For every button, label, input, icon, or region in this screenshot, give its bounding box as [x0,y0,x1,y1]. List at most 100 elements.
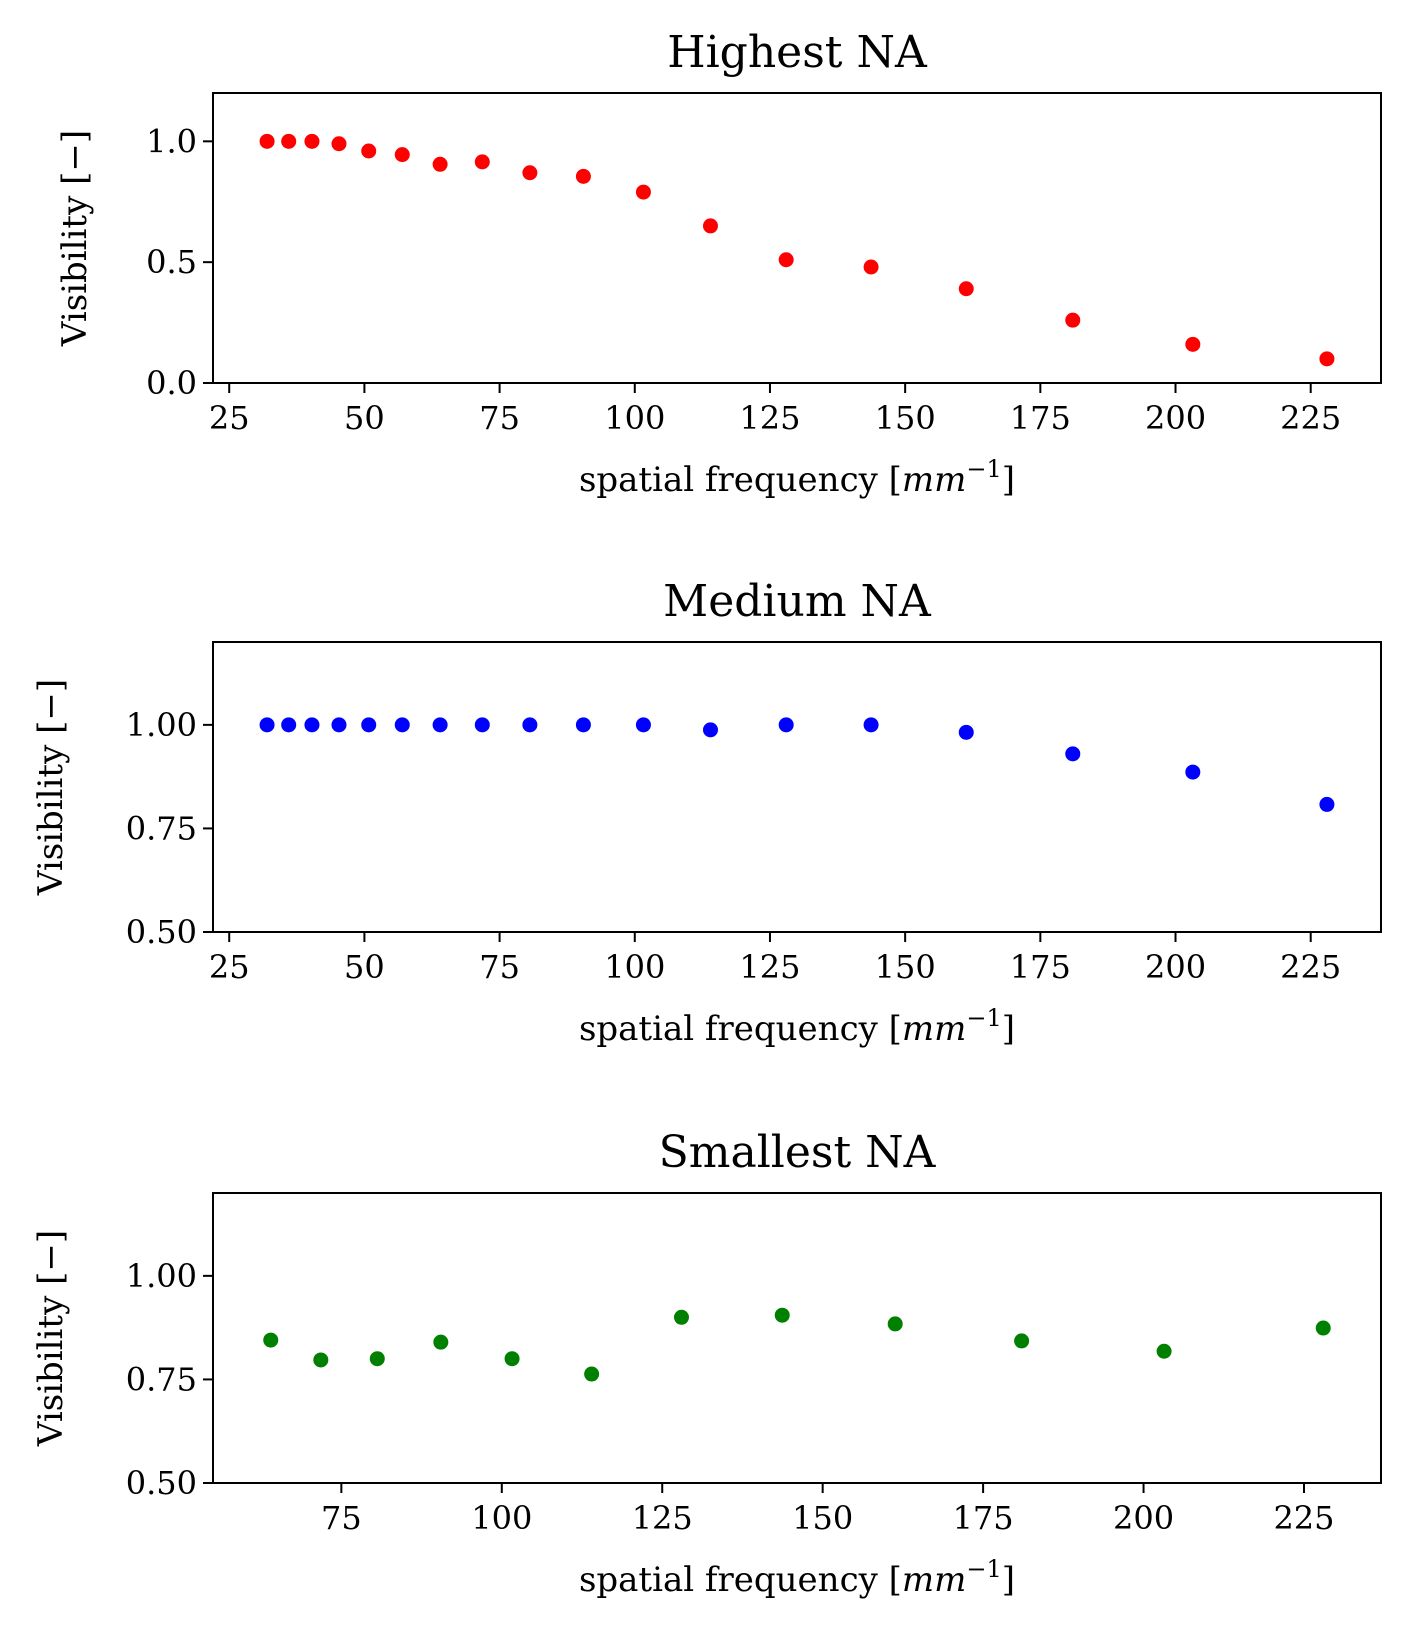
x-axis-label-close: ] [1002,460,1015,500]
y-axis-label: Visibility [−] [31,679,71,896]
data-point [863,717,879,733]
data-point [673,1309,689,1325]
data-point [774,1307,790,1323]
data-point [863,259,879,275]
y-tick-label: 0.5 [146,243,197,281]
data-point [259,133,275,149]
x-axis-label-exponent: −1 [966,455,1001,483]
y-tick-label: 0.50 [126,1464,197,1502]
x-tick-label: 175 [953,1499,1014,1537]
x-axis-label-exponent: −1 [966,1555,1001,1583]
data-point [1185,336,1201,352]
data-point [281,717,297,733]
x-axis-label-exponent: −1 [966,1004,1001,1032]
data-point [331,136,347,152]
y-tick-label: 0.50 [126,913,197,951]
x-tick-label: 25 [209,399,250,437]
data-point [331,717,347,733]
y-tick-label: 1.00 [126,1257,197,1295]
x-tick-label: 225 [1280,948,1341,986]
x-tick-label: 50 [344,948,385,986]
data-point [432,717,448,733]
data-point [522,717,538,733]
x-tick-label: 125 [739,399,800,437]
x-tick-label: 150 [875,948,936,986]
chart-title: Smallest NA [659,1127,937,1178]
data-point [1156,1343,1172,1359]
x-tick-label: 200 [1145,948,1206,986]
x-tick-label: 150 [792,1499,853,1537]
data-point [361,717,377,733]
x-tick-label: 100 [604,948,665,986]
panel-medium-na: Medium NA 25 50 75 100 125 150 175 200 225 0.50 0.7… [31,576,1382,1049]
y-tick-label: 0.75 [126,1360,197,1398]
data-point [433,1334,449,1350]
y-axis-label: Visibility [−] [31,1230,71,1447]
x-axis-label-text: spatial frequency [ [579,460,902,500]
chart-title: Medium NA [663,576,932,627]
data-point [281,133,297,149]
x-tick-label: 225 [1280,399,1341,437]
x-axis-label: spatial frequency [mm−1] [579,455,1015,500]
data-point [304,133,320,149]
x-tick-label: 75 [479,399,520,437]
x-tick-label: 200 [1113,1499,1174,1537]
data-point [1014,1333,1030,1349]
data-point [778,717,794,733]
data-point [1315,1320,1331,1336]
data-point [575,717,591,733]
y-axis-label: Visibility [−] [55,130,95,347]
data-point [1319,351,1335,367]
panel-smallest-na: Smallest NA 75 100 125 150 175 200 225 0.50 0.75 1… [31,1127,1382,1600]
data-point [259,717,275,733]
x-tick-label: 200 [1145,399,1206,437]
y-tick-label: 0.75 [126,809,197,847]
data-point [369,1351,385,1367]
x-tick-label: 50 [344,399,385,437]
y-tick-label: 1.0 [146,122,197,160]
x-tick-label: 125 [739,948,800,986]
data-point [522,165,538,181]
data-point [635,717,651,733]
x-axis-label-text: spatial frequency [ [579,1560,902,1600]
data-point [1065,312,1081,328]
data-point [313,1352,329,1368]
data-point [432,156,448,172]
x-tick-label: 75 [479,948,520,986]
x-tick-label: 125 [632,1499,693,1537]
x-axis-label-unit: mm [902,1560,966,1600]
data-point [887,1316,903,1332]
data-point [702,722,718,738]
y-tick-label: 1.00 [126,706,197,744]
x-axis-label: spatial frequency [mm−1] [579,1555,1015,1600]
x-axis-label: spatial frequency [mm−1] [579,1004,1015,1049]
y-tick-label: 0.0 [146,364,197,402]
x-tick-label: 25 [209,948,250,986]
x-axis-label-text: spatial frequency [ [579,1009,902,1049]
data-point [1065,746,1081,762]
data-point [958,724,974,740]
x-tick-label: 75 [321,1499,362,1537]
x-tick-label: 175 [1010,399,1071,437]
data-point [702,218,718,234]
x-axis-label-unit: mm [902,1009,966,1049]
data-point [504,1351,520,1367]
x-tick-label: 225 [1273,1499,1334,1537]
data-point [474,717,490,733]
data-point [394,147,410,163]
data-point [958,281,974,297]
chart-title: Highest NA [667,27,928,78]
x-tick-label: 150 [875,399,936,437]
x-axis-label-close: ] [1002,1009,1015,1049]
data-point [778,252,794,268]
data-point [584,1366,600,1382]
data-point [1319,796,1335,812]
data-point [635,184,651,200]
data-point [1185,764,1201,780]
x-axis-label-unit: mm [902,460,966,500]
x-tick-label: 100 [604,399,665,437]
data-point [394,717,410,733]
data-point [263,1332,279,1348]
axes-frame [212,92,1382,384]
